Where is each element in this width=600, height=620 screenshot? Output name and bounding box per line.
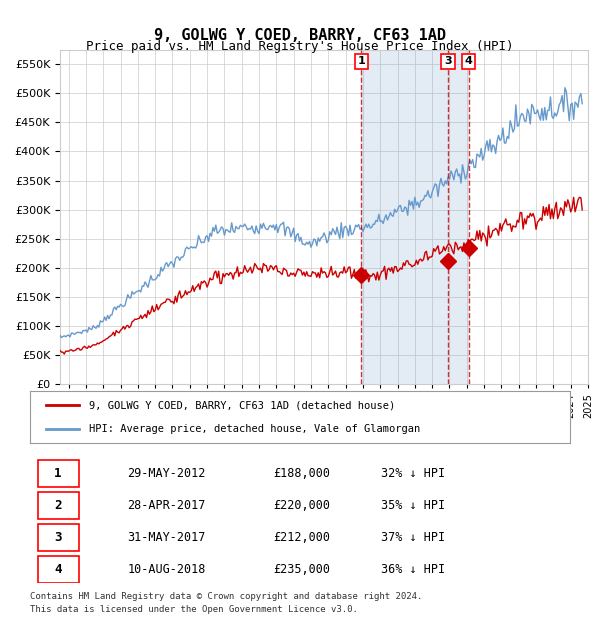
Text: Contains HM Land Registry data © Crown copyright and database right 2024.: Contains HM Land Registry data © Crown c… bbox=[30, 592, 422, 601]
Text: £188,000: £188,000 bbox=[273, 467, 330, 480]
Text: 9, GOLWG Y COED, BARRY, CF63 1AD: 9, GOLWG Y COED, BARRY, CF63 1AD bbox=[154, 28, 446, 43]
Text: This data is licensed under the Open Government Licence v3.0.: This data is licensed under the Open Gov… bbox=[30, 604, 358, 614]
Text: 35% ↓ HPI: 35% ↓ HPI bbox=[381, 499, 445, 512]
Text: 1: 1 bbox=[358, 56, 365, 66]
Text: 28-APR-2017: 28-APR-2017 bbox=[127, 499, 206, 512]
Bar bbox=[361, 50, 469, 384]
Text: 4: 4 bbox=[465, 56, 473, 66]
Text: 4: 4 bbox=[55, 563, 62, 576]
Text: Price paid vs. HM Land Registry's House Price Index (HPI): Price paid vs. HM Land Registry's House … bbox=[86, 40, 514, 53]
Text: 9, GOLWG Y COED, BARRY, CF63 1AD (detached house): 9, GOLWG Y COED, BARRY, CF63 1AD (detach… bbox=[89, 401, 395, 410]
Text: 10-AUG-2018: 10-AUG-2018 bbox=[127, 563, 206, 576]
Text: £220,000: £220,000 bbox=[273, 499, 330, 512]
Text: HPI: Average price, detached house, Vale of Glamorgan: HPI: Average price, detached house, Vale… bbox=[89, 423, 421, 433]
Text: 31-MAY-2017: 31-MAY-2017 bbox=[127, 531, 206, 544]
FancyBboxPatch shape bbox=[38, 524, 79, 551]
Text: 3: 3 bbox=[55, 531, 62, 544]
FancyBboxPatch shape bbox=[38, 460, 79, 487]
Text: 37% ↓ HPI: 37% ↓ HPI bbox=[381, 531, 445, 544]
Text: 2: 2 bbox=[55, 499, 62, 512]
Text: £235,000: £235,000 bbox=[273, 563, 330, 576]
FancyBboxPatch shape bbox=[38, 556, 79, 583]
Text: 1: 1 bbox=[55, 467, 62, 480]
Text: £212,000: £212,000 bbox=[273, 531, 330, 544]
Text: 29-MAY-2012: 29-MAY-2012 bbox=[127, 467, 206, 480]
Text: 3: 3 bbox=[444, 56, 452, 66]
Text: 36% ↓ HPI: 36% ↓ HPI bbox=[381, 563, 445, 576]
FancyBboxPatch shape bbox=[38, 492, 79, 519]
Text: 32% ↓ HPI: 32% ↓ HPI bbox=[381, 467, 445, 480]
